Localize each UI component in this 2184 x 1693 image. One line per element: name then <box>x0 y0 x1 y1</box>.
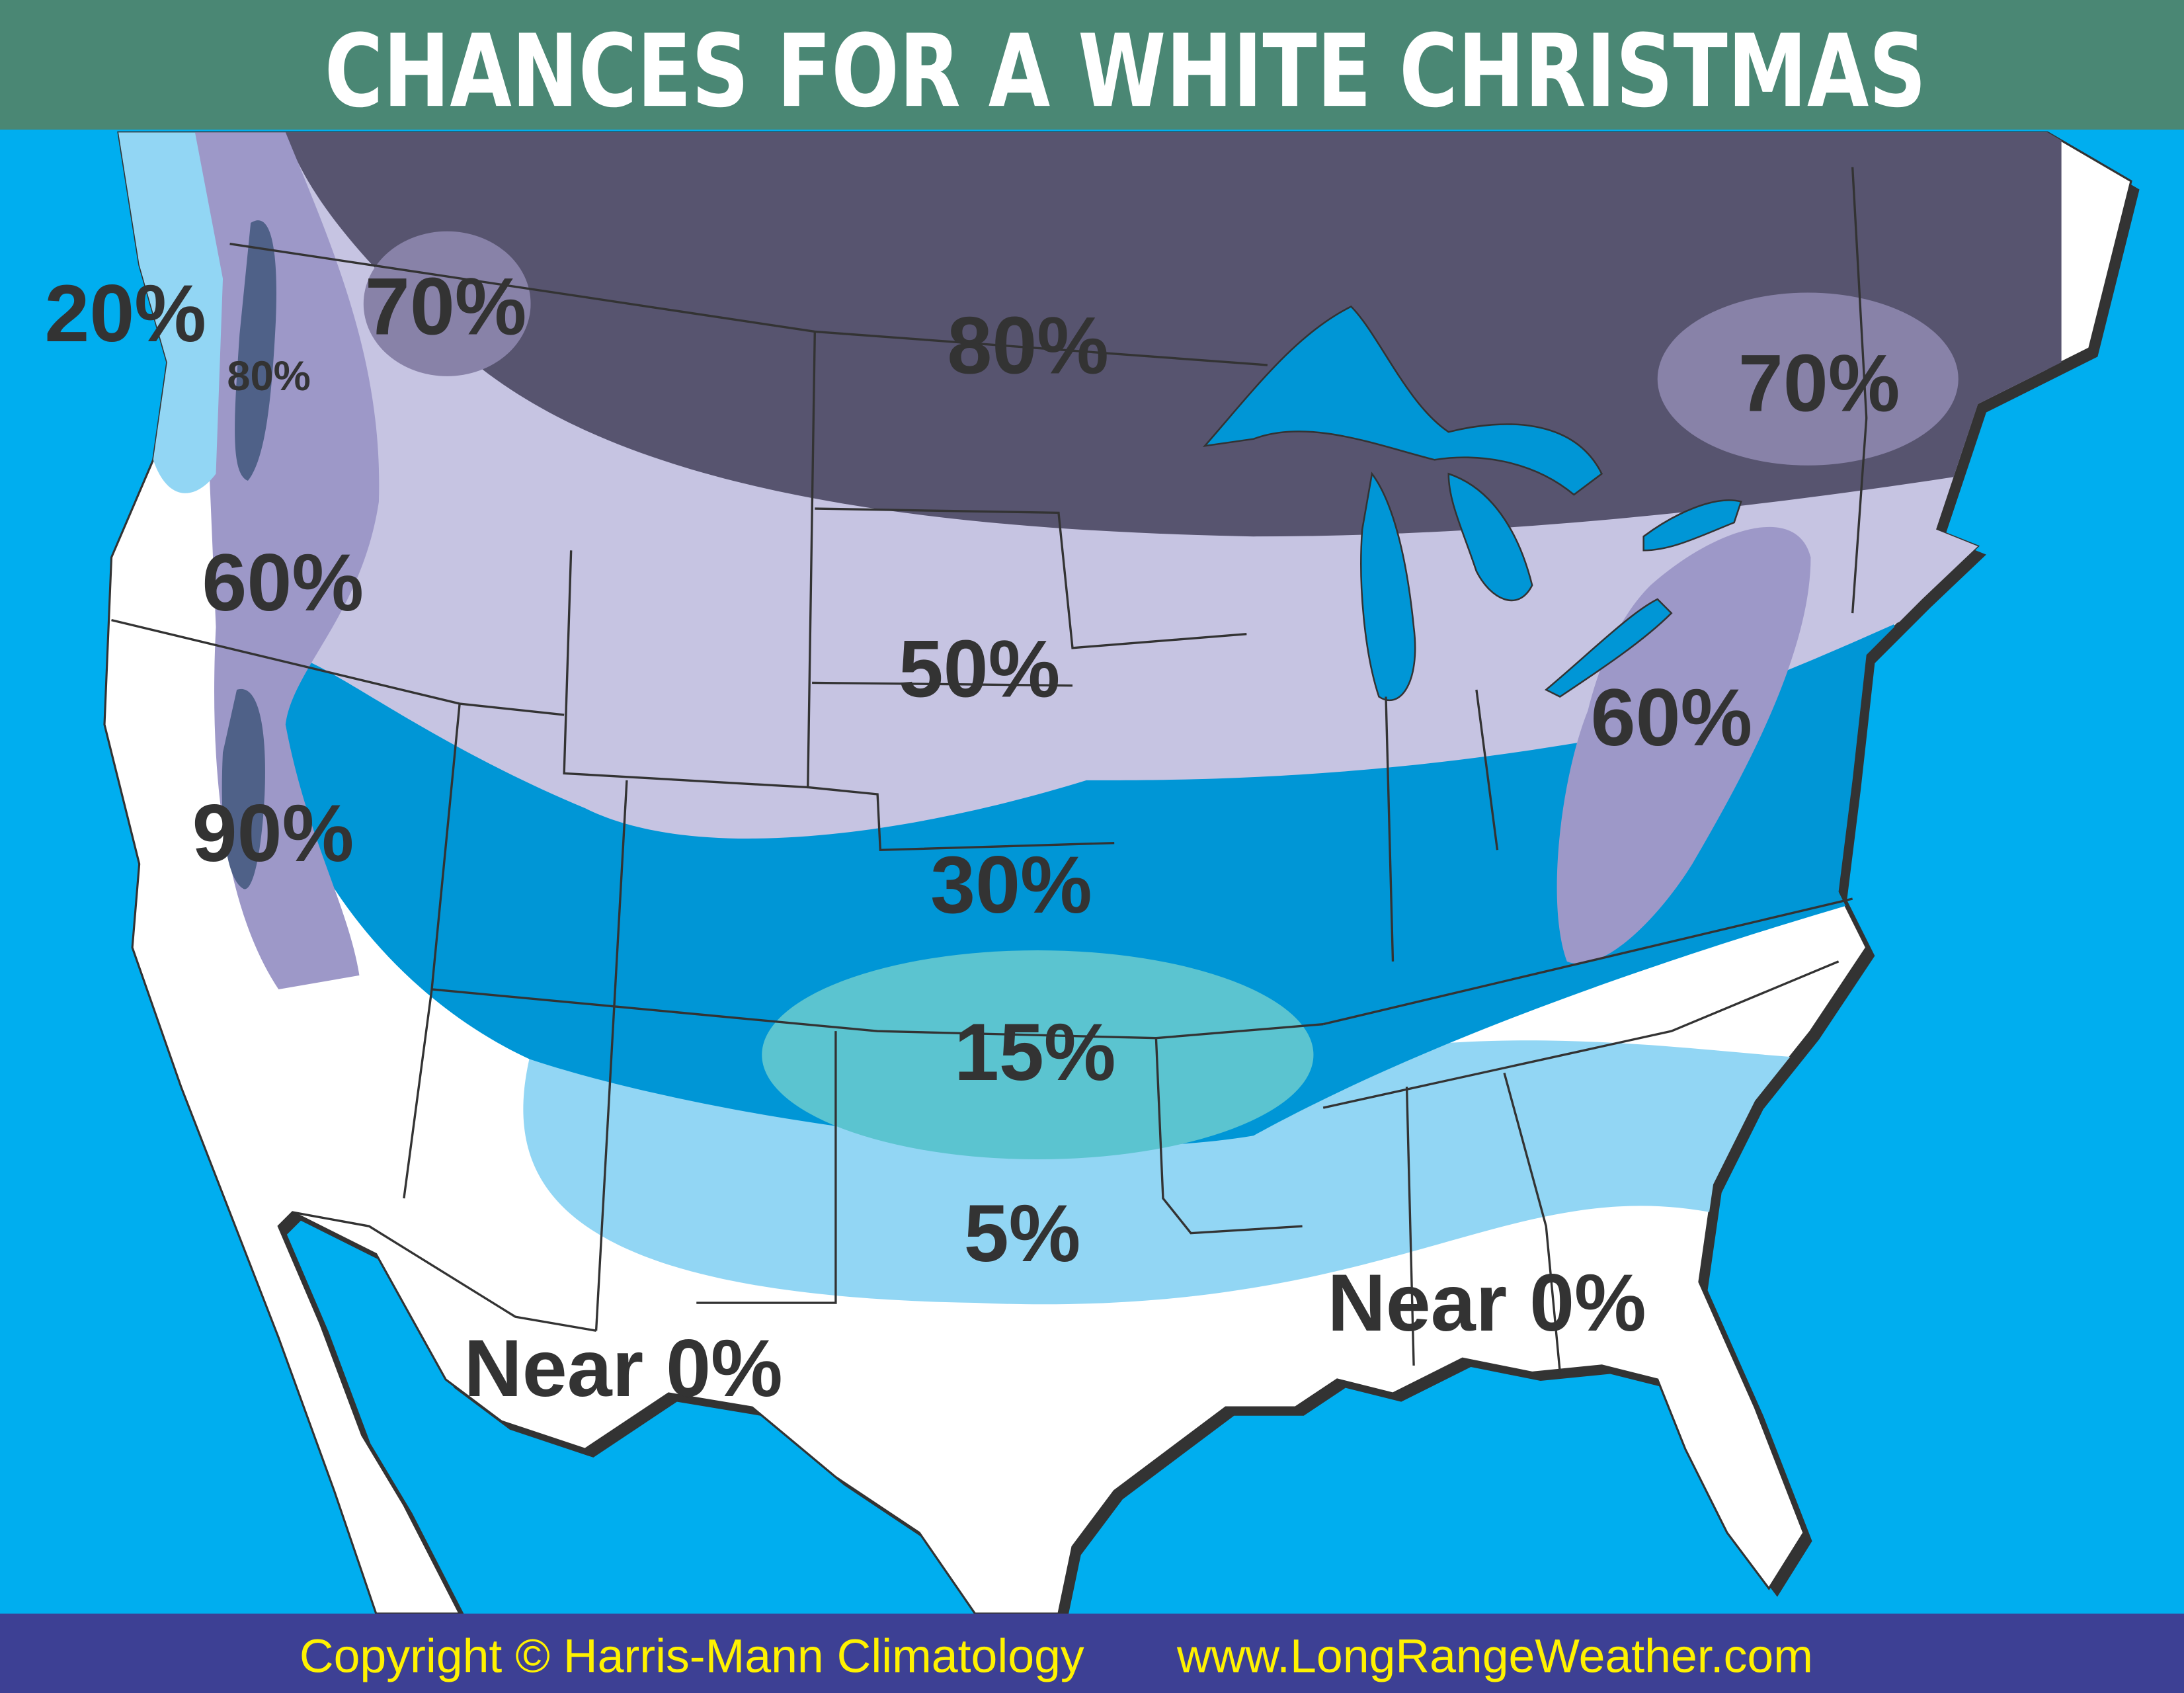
label-near0-southeast: Near 0% <box>1327 1257 1646 1348</box>
copyright-text: Copyright © Harris-Mann Climatology <box>300 1630 1084 1682</box>
label-80pct: 80% <box>947 300 1109 391</box>
label-70pct-ne: 70% <box>1738 338 1900 429</box>
lake-erie <box>1544 598 1673 698</box>
lake-superior <box>1202 306 1603 496</box>
label-5pct: 5% <box>964 1188 1081 1278</box>
label-15pct: 15% <box>954 1007 1116 1097</box>
label-50pct: 50% <box>899 623 1061 714</box>
label-80pct-cascades: 80% <box>227 353 310 399</box>
header-bar <box>0 0 2184 130</box>
zone-90pct-sierra <box>222 688 265 889</box>
label-near0-southwest: Near 0% <box>464 1323 782 1413</box>
zone-70pct-ne <box>1657 292 1959 466</box>
zone-80pct-cascades <box>235 220 276 481</box>
map-title: CHANCES FOR A WHITE CHRISTMAS <box>325 13 1926 130</box>
great-lakes <box>1202 306 1742 701</box>
label-60pct-west: 60% <box>202 537 364 628</box>
label-20pct: 20% <box>44 268 206 358</box>
zone-15pct <box>762 950 1314 1160</box>
state-borders <box>111 167 1868 1373</box>
website-link[interactable]: www.LongRangeWeather.com <box>1176 1630 1813 1682</box>
lake-huron <box>1447 472 1533 602</box>
zone-80pct <box>285 132 2062 537</box>
zones <box>104 132 2062 1305</box>
footer-bar <box>0 1613 2184 1693</box>
label-30pct: 30% <box>930 839 1092 930</box>
label-90pct: 90% <box>192 788 354 878</box>
lake-ontario <box>1642 499 1742 552</box>
lake-michigan <box>1360 472 1416 701</box>
label-70pct-nw: 70% <box>365 261 527 352</box>
label-60pct-east: 60% <box>1591 672 1753 763</box>
zone-70pct-nw <box>363 231 531 376</box>
zone-labels: 20% 80% 70% 80% 70% 60% 90% 50% 60% 30% … <box>44 261 1900 1414</box>
